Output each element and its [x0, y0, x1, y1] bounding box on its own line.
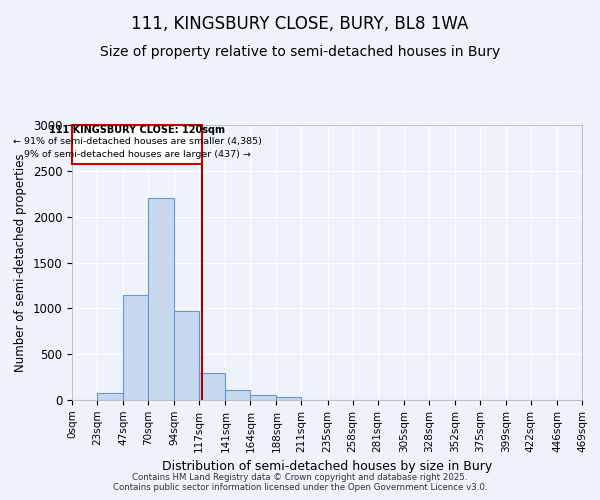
X-axis label: Distribution of semi-detached houses by size in Bury: Distribution of semi-detached houses by … [162, 460, 492, 473]
Text: Contains HM Land Registry data © Crown copyright and database right 2025.
Contai: Contains HM Land Registry data © Crown c… [113, 473, 487, 492]
Bar [148, 198, 174, 400]
Text: ← 91% of semi-detached houses are smaller (4,385): ← 91% of semi-detached houses are smalle… [13, 138, 262, 146]
Bar [123, 294, 148, 400]
Text: 111, KINGSBURY CLOSE, BURY, BL8 1WA: 111, KINGSBURY CLOSE, BURY, BL8 1WA [131, 15, 469, 33]
Bar [72, 125, 202, 164]
Bar [174, 310, 199, 400]
Text: Size of property relative to semi-detached houses in Bury: Size of property relative to semi-detach… [100, 45, 500, 59]
Bar [250, 395, 277, 400]
Y-axis label: Number of semi-detached properties: Number of semi-detached properties [14, 153, 27, 372]
Bar [199, 372, 226, 400]
Bar [277, 397, 301, 400]
Text: 111 KINGSBURY CLOSE: 120sqm: 111 KINGSBURY CLOSE: 120sqm [49, 124, 225, 134]
Text: 9% of semi-detached houses are larger (437) →: 9% of semi-detached houses are larger (4… [24, 150, 251, 159]
Bar [226, 390, 250, 400]
Bar [97, 393, 123, 400]
